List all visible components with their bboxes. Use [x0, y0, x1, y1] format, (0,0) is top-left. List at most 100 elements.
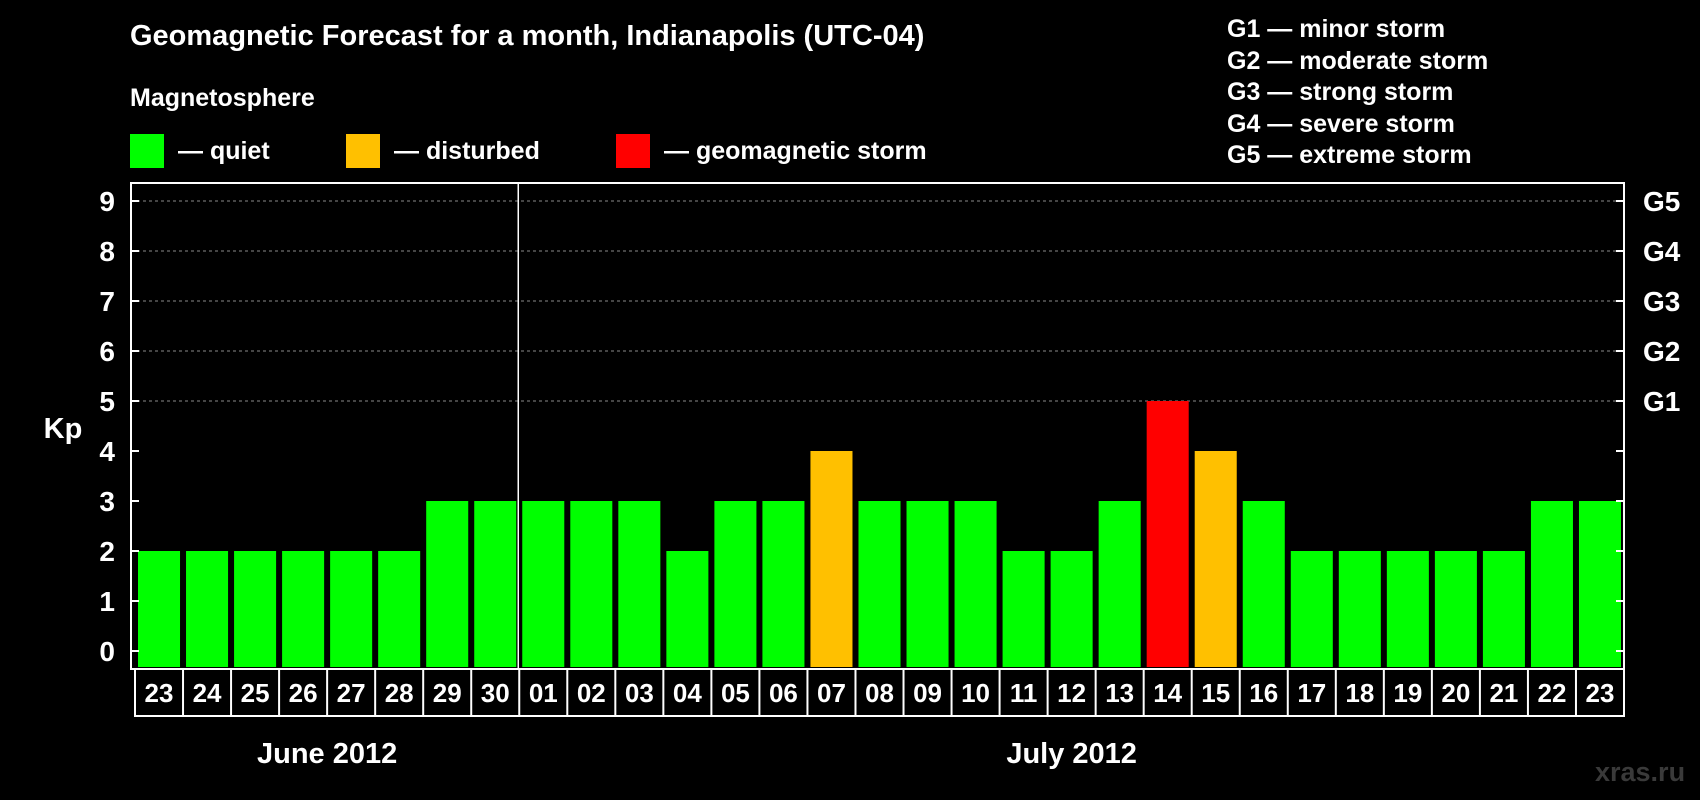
y-axis-label: Kp: [44, 413, 83, 445]
x-tick-label: 30: [481, 678, 510, 708]
bar-quiet: [618, 501, 661, 667]
bar-quiet: [378, 551, 421, 667]
g-scale-label: G5: [1643, 186, 1680, 217]
bar-quiet: [330, 551, 373, 667]
bar-quiet: [474, 501, 517, 667]
bar-quiet: [1098, 501, 1141, 667]
x-tick-label: 20: [1441, 678, 1470, 708]
x-tick-label: 17: [1297, 678, 1326, 708]
bar-quiet: [1002, 551, 1045, 667]
g-scale-label: G1: [1643, 386, 1680, 417]
x-tick-label: 03: [625, 678, 654, 708]
x-tick-label: 02: [577, 678, 606, 708]
x-tick-label: 25: [241, 678, 270, 708]
legend-label-storm: — geomagnetic storm: [664, 136, 927, 165]
bar-quiet: [1050, 551, 1093, 667]
bar-quiet: [186, 551, 229, 667]
x-tick-label: 27: [337, 678, 366, 708]
bar-quiet: [426, 501, 469, 667]
legend-item-quiet: — quiet: [130, 134, 270, 168]
bar-quiet: [858, 501, 901, 667]
month-label: June 2012: [257, 738, 397, 770]
y-tick-label: 1: [99, 586, 115, 617]
storm-scale-g1: G1 — minor storm: [1227, 15, 1446, 43]
x-tick-label: 06: [769, 678, 798, 708]
bar-quiet: [1578, 501, 1621, 667]
y-tick-label: 7: [99, 286, 115, 317]
x-tick-label: 23: [145, 678, 174, 708]
x-tick-label: 12: [1057, 678, 1086, 708]
y-tick-label: 5: [99, 386, 115, 417]
bar-disturbed: [810, 451, 853, 667]
x-tick-label: 07: [817, 678, 846, 708]
x-tick-label: 24: [193, 678, 222, 708]
x-tick-label: 23: [1586, 678, 1615, 708]
grid-lines: [131, 200, 1624, 402]
g-scale-label: G2: [1643, 336, 1680, 367]
bar-disturbed: [1194, 451, 1237, 667]
bar-quiet: [522, 501, 565, 667]
legend-item-disturbed: — disturbed: [346, 134, 540, 168]
y-tick-label: 9: [99, 186, 115, 217]
date-axis-frame: [134, 668, 1625, 717]
x-tick-label: 13: [1105, 678, 1134, 708]
storm-scale-g5: G5 — extreme storm: [1227, 141, 1472, 169]
date-axis: 23 24 25 26 27 28 29 30 01 02 03 04 05 06 07 08 09 10 11 12…: [134, 668, 1625, 770]
g-scale-label: G4: [1643, 236, 1681, 267]
bars: [138, 401, 1621, 667]
y-tick-label: 8: [99, 236, 115, 267]
chart-title: Geomagnetic Forecast for a month, Indian…: [130, 20, 925, 52]
bar-quiet: [1434, 551, 1477, 667]
bar-quiet: [1242, 501, 1285, 667]
bar-quiet: [954, 501, 997, 667]
storm-scale-legend: G1 — minor storm G2 — moderate storm G3 …: [1227, 14, 1488, 172]
x-tick-label: 09: [913, 678, 942, 708]
bar-quiet: [282, 551, 325, 667]
legend-label-disturbed: — disturbed: [394, 136, 540, 165]
x-tick-label: 18: [1345, 678, 1374, 708]
x-tick-label: 10: [961, 678, 990, 708]
bar-quiet: [1530, 501, 1573, 667]
bar-quiet: [1338, 551, 1381, 667]
x-tick-label: 11: [1010, 678, 1038, 708]
y-tick-label: 3: [99, 486, 115, 517]
storm-scale-g2: G2 — moderate storm: [1227, 46, 1489, 75]
x-tick-label: 04: [673, 678, 702, 708]
watermark: xras.ru: [1595, 757, 1686, 787]
chart-subtitle: Magnetosphere: [130, 84, 315, 112]
x-tick-label: 01: [529, 678, 558, 708]
x-tick-label: 19: [1393, 678, 1422, 708]
bar-quiet: [762, 501, 805, 667]
y-tick-label: 4: [99, 436, 115, 467]
bar-quiet: [1386, 551, 1429, 667]
x-tick-label: 28: [385, 678, 414, 708]
x-tick-label: 22: [1537, 678, 1566, 708]
bar-quiet: [234, 551, 277, 667]
bar-quiet: [138, 551, 181, 667]
bar-quiet: [570, 501, 613, 667]
y-tick-label: 0: [99, 636, 115, 667]
x-tick-label: 15: [1201, 678, 1230, 708]
axes: 0 1 2 3 4 5 6 7 8 9 G1 G2 G3 G4 G5: [99, 183, 1681, 669]
storm-scale-g4: G4 — severe storm: [1227, 109, 1455, 138]
legend-item-storm: — geomagnetic storm: [616, 134, 927, 168]
bar-quiet: [714, 501, 757, 667]
bar-quiet: [666, 551, 709, 667]
x-tick-label: 29: [433, 678, 462, 708]
bar-quiet: [906, 501, 949, 667]
legend-swatch-quiet: [130, 134, 164, 168]
x-tick-label: 16: [1249, 678, 1278, 708]
g-scale-label: G3: [1643, 286, 1680, 317]
bar-quiet: [1290, 551, 1333, 667]
storm-scale-g3: G3 — strong storm: [1227, 78, 1454, 106]
y-tick-label: 6: [99, 336, 115, 367]
x-tick-label: 05: [721, 678, 750, 708]
bar-quiet: [1482, 551, 1525, 667]
legend-swatch-storm: [616, 134, 650, 168]
x-tick-label: 21: [1489, 678, 1518, 708]
legend-swatch-disturbed: [346, 134, 380, 168]
bar-storm: [1146, 401, 1189, 667]
month-label: July 2012: [1006, 738, 1137, 770]
legend-label-quiet: — quiet: [178, 136, 270, 165]
